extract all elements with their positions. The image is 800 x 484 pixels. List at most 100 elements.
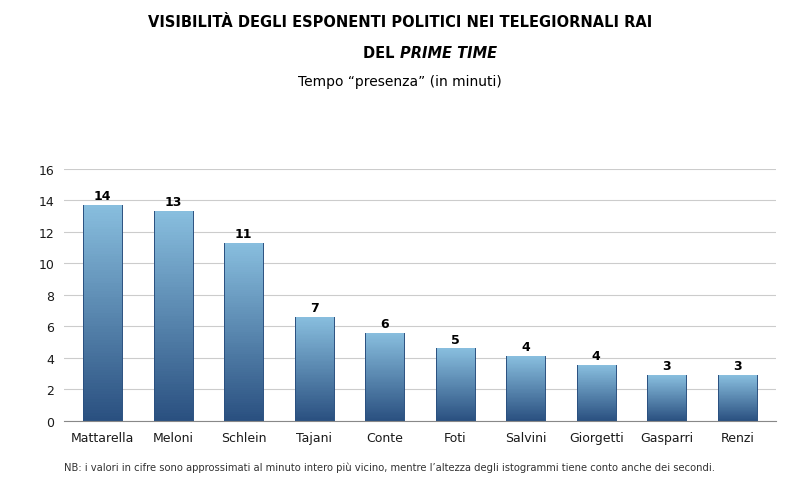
Bar xyxy=(366,357,404,358)
Bar xyxy=(506,388,545,389)
Bar xyxy=(366,404,404,405)
Bar xyxy=(506,374,545,375)
Bar xyxy=(224,388,263,390)
Bar xyxy=(224,299,263,301)
Bar xyxy=(224,357,263,359)
Bar xyxy=(436,383,474,384)
Bar xyxy=(154,322,193,324)
Bar xyxy=(577,397,616,398)
Bar xyxy=(436,398,474,399)
Bar xyxy=(154,340,193,343)
Bar xyxy=(577,379,616,380)
Bar xyxy=(577,399,616,400)
Bar xyxy=(647,399,686,400)
Bar xyxy=(366,353,404,354)
Bar xyxy=(154,363,193,366)
Bar xyxy=(647,379,686,380)
Bar xyxy=(647,387,686,388)
Bar xyxy=(154,309,193,311)
Bar xyxy=(224,261,263,263)
Bar xyxy=(83,262,122,265)
Bar xyxy=(366,382,404,384)
Bar xyxy=(295,379,334,381)
Bar xyxy=(366,361,404,362)
Bar xyxy=(577,388,616,389)
Bar xyxy=(436,384,474,385)
Bar xyxy=(154,280,193,283)
Bar xyxy=(366,388,404,389)
Bar xyxy=(506,387,545,388)
Bar xyxy=(83,246,122,249)
Bar xyxy=(718,404,757,405)
Bar xyxy=(154,319,193,322)
Bar xyxy=(366,342,404,343)
Bar xyxy=(577,407,616,408)
Bar xyxy=(154,259,193,261)
Bar xyxy=(436,370,474,371)
Bar xyxy=(436,349,474,350)
Bar xyxy=(436,417,474,418)
Bar xyxy=(154,343,193,345)
Bar xyxy=(154,274,193,277)
Bar xyxy=(154,243,193,246)
Bar xyxy=(224,352,263,354)
Bar xyxy=(154,332,193,335)
Bar xyxy=(647,388,686,389)
Bar xyxy=(83,216,122,219)
Text: 11: 11 xyxy=(235,227,253,241)
Bar xyxy=(295,354,334,355)
Bar xyxy=(154,283,193,285)
Bar xyxy=(577,395,616,396)
Bar xyxy=(295,406,334,407)
Bar xyxy=(506,419,545,420)
Bar xyxy=(506,395,545,396)
Bar xyxy=(506,384,545,385)
Bar xyxy=(506,369,545,370)
Bar xyxy=(647,419,686,420)
Bar xyxy=(295,374,334,376)
Bar xyxy=(154,419,193,421)
Bar xyxy=(436,396,474,397)
Bar xyxy=(295,411,334,412)
Bar xyxy=(224,257,263,259)
Bar xyxy=(83,405,122,408)
Bar xyxy=(506,371,545,372)
Bar xyxy=(436,348,474,349)
Bar xyxy=(506,373,545,374)
Bar xyxy=(647,404,686,405)
Bar xyxy=(295,337,334,338)
Bar xyxy=(224,283,263,286)
Bar xyxy=(577,418,616,419)
Bar xyxy=(506,417,545,418)
Bar xyxy=(83,265,122,268)
Bar xyxy=(83,324,122,327)
Bar xyxy=(295,335,334,337)
Bar xyxy=(366,376,404,377)
Bar xyxy=(83,321,122,324)
Bar xyxy=(577,394,616,395)
Bar xyxy=(718,418,757,419)
Bar xyxy=(718,410,757,411)
Bar xyxy=(224,312,263,315)
Bar xyxy=(83,386,122,389)
Bar xyxy=(366,417,404,418)
Bar xyxy=(647,415,686,416)
Bar xyxy=(506,364,545,365)
Bar xyxy=(506,397,545,398)
Bar xyxy=(718,417,757,418)
Bar xyxy=(647,386,686,387)
Bar xyxy=(224,417,263,419)
Bar xyxy=(647,389,686,390)
Bar xyxy=(506,382,545,383)
Bar xyxy=(506,411,545,412)
Bar xyxy=(436,361,474,362)
Bar xyxy=(83,370,122,373)
Bar xyxy=(224,372,263,375)
Bar xyxy=(295,400,334,402)
Bar xyxy=(224,255,263,257)
Bar xyxy=(647,395,686,396)
Bar xyxy=(647,418,686,419)
Bar xyxy=(154,350,193,353)
Bar xyxy=(154,222,193,225)
Text: DEL             PRIME TIME: DEL PRIME TIME xyxy=(302,46,498,61)
